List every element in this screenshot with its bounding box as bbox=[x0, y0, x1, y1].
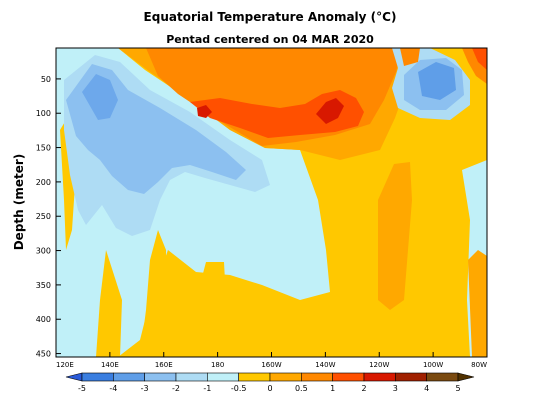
region-cold-east-core bbox=[418, 62, 456, 100]
x-tick-label: 140W bbox=[315, 361, 335, 369]
colorbar-right-arrow bbox=[457, 372, 475, 382]
colorbar-segment bbox=[113, 372, 145, 382]
region-warm-east-surface-left bbox=[400, 48, 420, 66]
region-warm-finger-west-2 bbox=[140, 230, 170, 357]
y-tick-label: 400 bbox=[36, 315, 51, 324]
colorbar-segment bbox=[395, 372, 427, 382]
colorbar-label: 0.5 bbox=[295, 384, 308, 393]
chart-subtitle: Pentad centered on 04 MAR 2020 bbox=[166, 33, 374, 46]
x-tick-label: 100W bbox=[423, 361, 443, 369]
colorbar-label: -1 bbox=[203, 384, 211, 393]
colorbar-label: -3 bbox=[141, 384, 149, 393]
colorbar-label: -4 bbox=[109, 384, 117, 393]
region-warm-east-surface-core bbox=[472, 48, 487, 70]
x-tick-label: 120W bbox=[369, 361, 389, 369]
y-tick-label: 250 bbox=[36, 212, 51, 221]
colorbar-segment bbox=[426, 372, 459, 382]
y-tick-label: 100 bbox=[36, 109, 51, 118]
x-axis: 120E 140E 160E 180 160W 140W 120W 100W 80W bbox=[55, 352, 488, 369]
x-tick-label: 120E bbox=[56, 361, 74, 369]
colorbar-segment bbox=[301, 372, 333, 382]
y-tick-label: 350 bbox=[36, 281, 51, 290]
colorbar-label: 5 bbox=[455, 384, 460, 393]
y-axis: 50 100 150 200 250 300 350 400 450 bbox=[36, 75, 61, 359]
colorbar-segment bbox=[81, 372, 114, 382]
colorbar-label: -2 bbox=[172, 384, 180, 393]
chart-title: Equatorial Temperature Anomaly (°C) bbox=[144, 10, 397, 24]
region-warm-patch-deep-east bbox=[468, 250, 487, 357]
region-warm-patch-east bbox=[378, 162, 412, 310]
colorbar-label: 0 bbox=[267, 384, 272, 393]
x-tick-label: 160E bbox=[155, 361, 173, 369]
colorbar-label: 4 bbox=[424, 384, 429, 393]
colorbar-label: 3 bbox=[393, 384, 398, 393]
colorbar: -5 -4 -3 -2 -1 -0.5 0 0.5 1 2 3 4 5 bbox=[65, 372, 475, 393]
colorbar-segment bbox=[207, 372, 239, 382]
y-tick-label: 150 bbox=[36, 144, 51, 153]
x-tick-label: 80W bbox=[471, 361, 487, 369]
y-tick-label: 200 bbox=[36, 178, 51, 187]
anomaly-field bbox=[56, 48, 487, 357]
colorbar-segment bbox=[332, 372, 365, 382]
x-tick-label: 160W bbox=[261, 361, 281, 369]
region-warm-peak bbox=[316, 98, 344, 124]
region-warm-finger-west-1 bbox=[96, 250, 122, 357]
x-tick-label: 140E bbox=[101, 361, 119, 369]
region-warm-spot-west bbox=[197, 105, 212, 118]
region-warm-max-central bbox=[190, 90, 364, 138]
y-tick-label: 450 bbox=[36, 350, 51, 359]
y-tick-label: 300 bbox=[36, 247, 51, 256]
y-axis-label: Depth (meter) bbox=[12, 154, 26, 251]
colorbar-label: 2 bbox=[361, 384, 366, 393]
colorbar-segment bbox=[144, 372, 177, 382]
region-cold-patch-west bbox=[82, 74, 118, 120]
colorbar-segment bbox=[363, 372, 396, 382]
colorbar-left-arrow bbox=[65, 372, 83, 382]
colorbar-segment bbox=[175, 372, 208, 382]
y-tick-label: 50 bbox=[41, 75, 51, 84]
x-tick-label: 180 bbox=[211, 361, 224, 369]
region-warm-finger-west-3 bbox=[190, 262, 226, 357]
colorbar-label: -5 bbox=[78, 384, 86, 393]
colorbar-segment bbox=[269, 372, 302, 382]
colorbar-label: 1 bbox=[330, 384, 335, 393]
colorbar-segment bbox=[238, 372, 271, 382]
colorbar-label: -0.5 bbox=[231, 384, 247, 393]
